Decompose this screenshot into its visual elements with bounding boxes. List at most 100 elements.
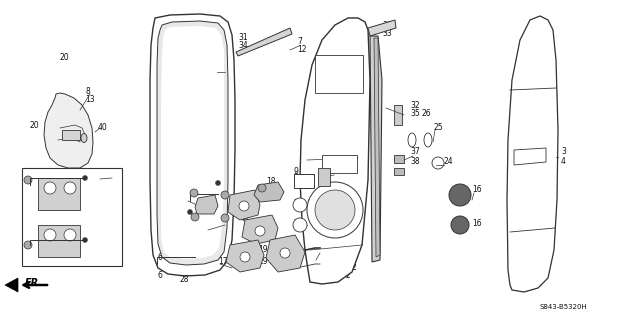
- Text: 23: 23: [175, 241, 184, 250]
- Ellipse shape: [408, 133, 416, 147]
- Text: 28: 28: [86, 235, 95, 244]
- FancyBboxPatch shape: [394, 155, 404, 163]
- Polygon shape: [226, 240, 264, 272]
- Circle shape: [83, 175, 88, 181]
- Text: S843-B5320H: S843-B5320H: [540, 304, 588, 310]
- Ellipse shape: [81, 133, 87, 143]
- Circle shape: [190, 189, 198, 197]
- Text: 36: 36: [215, 71, 225, 80]
- Circle shape: [239, 201, 249, 211]
- Polygon shape: [368, 20, 396, 36]
- Text: 10: 10: [97, 174, 107, 183]
- Text: 8: 8: [85, 87, 90, 97]
- Text: 35: 35: [410, 108, 420, 117]
- Text: 26: 26: [422, 108, 431, 117]
- Circle shape: [191, 213, 199, 221]
- Text: 2: 2: [352, 263, 356, 271]
- Text: 17: 17: [218, 257, 228, 266]
- Circle shape: [64, 229, 76, 241]
- Polygon shape: [195, 195, 218, 214]
- Polygon shape: [44, 172, 112, 182]
- Text: 15: 15: [318, 256, 328, 264]
- Text: 38: 38: [410, 158, 420, 167]
- Text: 33: 33: [382, 29, 392, 39]
- Circle shape: [307, 182, 363, 238]
- Text: 16: 16: [472, 186, 482, 195]
- Text: 20: 20: [60, 54, 70, 63]
- FancyBboxPatch shape: [62, 130, 80, 140]
- Text: FR.: FR.: [25, 278, 43, 288]
- Circle shape: [280, 248, 290, 258]
- Polygon shape: [507, 16, 558, 292]
- Circle shape: [64, 182, 76, 194]
- Polygon shape: [266, 235, 305, 272]
- Circle shape: [24, 176, 32, 184]
- Polygon shape: [5, 278, 18, 292]
- Circle shape: [44, 182, 56, 194]
- Text: 32: 32: [410, 100, 420, 109]
- Text: 4: 4: [561, 158, 566, 167]
- Polygon shape: [236, 28, 292, 56]
- Text: 17: 17: [240, 213, 250, 222]
- Circle shape: [255, 226, 265, 236]
- Polygon shape: [157, 21, 228, 265]
- FancyBboxPatch shape: [294, 174, 314, 188]
- Text: 18: 18: [266, 177, 275, 187]
- Text: 28: 28: [86, 174, 95, 182]
- Circle shape: [293, 218, 307, 232]
- Circle shape: [44, 229, 56, 241]
- Text: 6: 6: [24, 179, 29, 188]
- Circle shape: [258, 184, 266, 192]
- Polygon shape: [161, 26, 224, 259]
- Polygon shape: [370, 36, 382, 262]
- Ellipse shape: [48, 186, 56, 192]
- Text: 6: 6: [157, 271, 162, 279]
- Text: 28: 28: [218, 179, 227, 188]
- Text: 7: 7: [297, 38, 302, 47]
- FancyBboxPatch shape: [315, 55, 363, 93]
- Circle shape: [432, 157, 444, 169]
- Circle shape: [83, 238, 88, 242]
- Text: 25: 25: [434, 123, 444, 132]
- Text: 26: 26: [293, 198, 303, 207]
- Circle shape: [216, 181, 221, 186]
- Text: 31: 31: [238, 33, 248, 42]
- Polygon shape: [242, 215, 278, 244]
- Text: 37: 37: [410, 147, 420, 157]
- Polygon shape: [150, 14, 235, 276]
- Polygon shape: [228, 190, 260, 220]
- Ellipse shape: [424, 133, 432, 147]
- Text: 24: 24: [443, 158, 452, 167]
- Polygon shape: [514, 148, 546, 165]
- Text: 22: 22: [215, 63, 225, 72]
- Circle shape: [293, 198, 307, 212]
- Text: 28: 28: [180, 276, 189, 285]
- FancyBboxPatch shape: [38, 178, 80, 210]
- Text: 23: 23: [48, 189, 58, 197]
- Text: 34: 34: [238, 41, 248, 50]
- Text: 5: 5: [185, 194, 190, 203]
- Text: 30: 30: [382, 21, 392, 31]
- FancyBboxPatch shape: [394, 105, 402, 125]
- Circle shape: [24, 241, 32, 249]
- Circle shape: [240, 252, 250, 262]
- Text: 6: 6: [157, 254, 162, 263]
- Circle shape: [188, 210, 193, 214]
- Polygon shape: [374, 38, 380, 257]
- Text: 2: 2: [345, 271, 349, 279]
- Circle shape: [221, 191, 229, 199]
- Text: 21: 21: [332, 167, 342, 176]
- Text: 12: 12: [297, 46, 307, 55]
- Polygon shape: [254, 182, 284, 202]
- FancyBboxPatch shape: [38, 225, 80, 257]
- Polygon shape: [300, 18, 370, 284]
- Polygon shape: [44, 93, 93, 168]
- Text: 1: 1: [345, 257, 349, 266]
- Text: 6: 6: [24, 231, 29, 240]
- Text: 1: 1: [352, 249, 356, 257]
- Text: 9: 9: [293, 167, 298, 176]
- Text: 14: 14: [293, 175, 303, 184]
- Circle shape: [221, 214, 229, 222]
- Text: 24: 24: [293, 219, 303, 227]
- Text: 20: 20: [30, 121, 40, 130]
